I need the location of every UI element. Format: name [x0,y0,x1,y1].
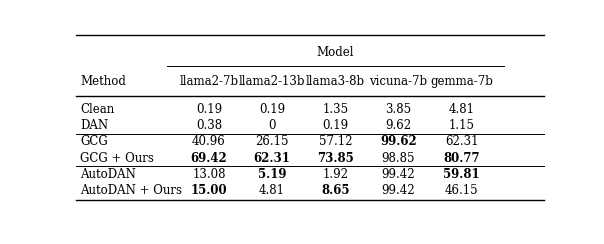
Text: 0.38: 0.38 [196,119,222,132]
Text: GCG: GCG [80,135,108,148]
Text: 73.85: 73.85 [317,152,354,165]
Text: 1.92: 1.92 [323,168,349,181]
Text: 1.15: 1.15 [449,119,475,132]
Text: 46.15: 46.15 [445,184,478,197]
Text: 0.19: 0.19 [322,119,349,132]
Text: 15.00: 15.00 [191,184,227,197]
Text: 69.42: 69.42 [190,152,227,165]
Text: 99.62: 99.62 [380,135,417,148]
Text: 4.81: 4.81 [449,103,475,116]
Text: DAN: DAN [80,119,108,132]
Text: vicuna-7b: vicuna-7b [370,75,428,88]
Text: 5.19: 5.19 [258,168,286,181]
Text: Model: Model [316,46,354,59]
Text: AutoDAN: AutoDAN [80,168,136,181]
Text: 3.85: 3.85 [385,103,411,116]
Text: 40.96: 40.96 [192,135,226,148]
Text: 1.35: 1.35 [322,103,349,116]
Text: 8.65: 8.65 [321,184,350,197]
Text: 80.77: 80.77 [443,152,480,165]
Text: 57.12: 57.12 [318,135,352,148]
Text: llama2-13b: llama2-13b [239,75,306,88]
Text: 4.81: 4.81 [259,184,285,197]
Text: 0.19: 0.19 [259,103,285,116]
Text: Clean: Clean [80,103,114,116]
Text: 62.31: 62.31 [445,135,478,148]
Text: 99.42: 99.42 [382,168,416,181]
Text: gemma-7b: gemma-7b [430,75,493,88]
Text: 0.19: 0.19 [196,103,222,116]
Text: llama2-7b: llama2-7b [179,75,239,88]
Text: GCG + Ours: GCG + Ours [80,152,154,165]
Text: llama3-8b: llama3-8b [306,75,365,88]
Text: AutoDAN + Ours: AutoDAN + Ours [80,184,182,197]
Text: 98.85: 98.85 [382,152,415,165]
Text: 9.62: 9.62 [385,119,411,132]
Text: 13.08: 13.08 [192,168,226,181]
Text: 62.31: 62.31 [254,152,291,165]
Text: 59.81: 59.81 [443,168,480,181]
Text: 99.42: 99.42 [382,184,416,197]
Text: 0: 0 [268,119,276,132]
Text: Method: Method [80,75,126,88]
Text: 26.15: 26.15 [255,135,289,148]
